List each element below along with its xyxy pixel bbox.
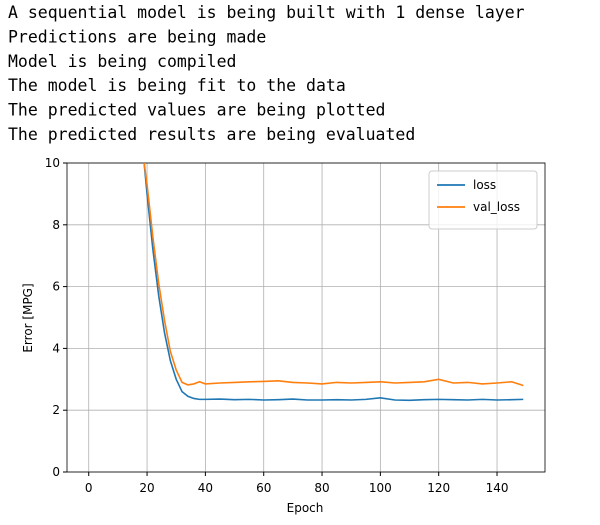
x-axis-label: Epoch — [287, 501, 324, 515]
x-tick-label: 0 — [85, 481, 93, 495]
x-tick-label: 40 — [198, 481, 213, 495]
x-tick-label: 20 — [139, 481, 154, 495]
console-line: The predicted results are being evaluate… — [8, 125, 415, 144]
console-line: Model is being compiled — [8, 52, 236, 71]
x-tick-label: 100 — [369, 481, 392, 495]
y-tick-label: 0 — [52, 465, 60, 479]
console-line: The predicted values are being plotted — [8, 101, 386, 120]
legend-label: val_loss — [473, 200, 520, 214]
console-line: A sequential model is being built with 1… — [8, 3, 525, 22]
x-tick-label: 140 — [486, 481, 509, 495]
y-tick-label: 8 — [52, 218, 60, 232]
y-tick-label: 2 — [52, 403, 60, 417]
y-tick-label: 10 — [45, 156, 60, 170]
console-line: The model is being fit to the data — [8, 76, 346, 95]
series-line — [143, 163, 524, 402]
x-tick-label: 80 — [314, 481, 329, 495]
series-line — [143, 163, 524, 387]
x-tick-label: 120 — [427, 481, 450, 495]
console-line: Predictions are being made — [8, 27, 266, 46]
y-tick-label: 4 — [52, 341, 60, 355]
legend-label: loss — [473, 178, 496, 192]
x-tick-label: 60 — [256, 481, 271, 495]
plot-frame — [66, 162, 546, 473]
y-axis-label: Error [MPG] — [21, 283, 35, 352]
y-tick-label: 6 — [52, 280, 60, 294]
